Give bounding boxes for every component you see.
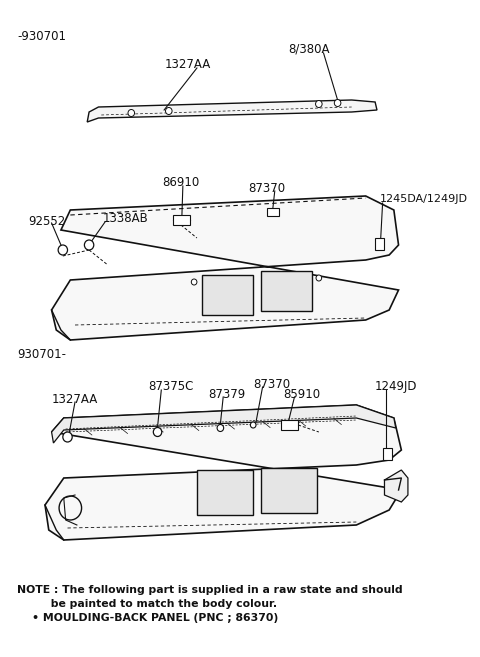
Text: 87370: 87370 [253,378,290,391]
Text: 87375C: 87375C [148,380,193,393]
Text: 8/380A: 8/380A [288,42,330,55]
Bar [261,468,317,513]
Polygon shape [45,405,401,540]
Text: -930701: -930701 [17,30,66,43]
Circle shape [59,496,82,520]
Circle shape [58,245,68,255]
Bar [267,208,278,216]
Circle shape [153,428,162,436]
Circle shape [251,422,256,428]
Text: 1249JD: 1249JD [375,380,418,393]
Bar [281,420,298,430]
Bar [383,448,392,460]
Bar [197,470,253,515]
Bar [375,238,384,250]
Circle shape [334,99,341,106]
Text: 85910: 85910 [283,388,320,401]
Polygon shape [384,470,408,502]
Text: NOTE : The following part is supplied in a raw state and should: NOTE : The following part is supplied in… [17,585,403,595]
Text: 87379: 87379 [208,388,245,401]
Circle shape [217,424,224,432]
Text: • MOULDING-BACK PANEL (PNC ; 86370): • MOULDING-BACK PANEL (PNC ; 86370) [17,613,278,623]
Text: 86910: 86910 [162,176,200,189]
Text: 1327AA: 1327AA [165,58,211,71]
Polygon shape [87,100,377,122]
Text: be painted to match the body colour.: be painted to match the body colour. [17,599,277,609]
Circle shape [84,240,94,250]
Text: 1327AA: 1327AA [51,393,98,406]
Text: 92552: 92552 [28,215,65,228]
Bar [202,275,253,315]
Circle shape [315,101,322,108]
Bar [173,215,191,225]
Polygon shape [51,196,398,340]
Bar [261,271,312,311]
Text: 87370: 87370 [249,182,286,195]
Circle shape [128,110,134,116]
Text: 1338AB: 1338AB [103,212,149,225]
Text: 930701-: 930701- [17,348,66,361]
Circle shape [63,432,72,442]
Circle shape [192,279,197,285]
Circle shape [316,275,322,281]
Circle shape [166,108,172,114]
Text: 1245DA/1249JD: 1245DA/1249JD [380,194,468,204]
Polygon shape [51,405,396,443]
